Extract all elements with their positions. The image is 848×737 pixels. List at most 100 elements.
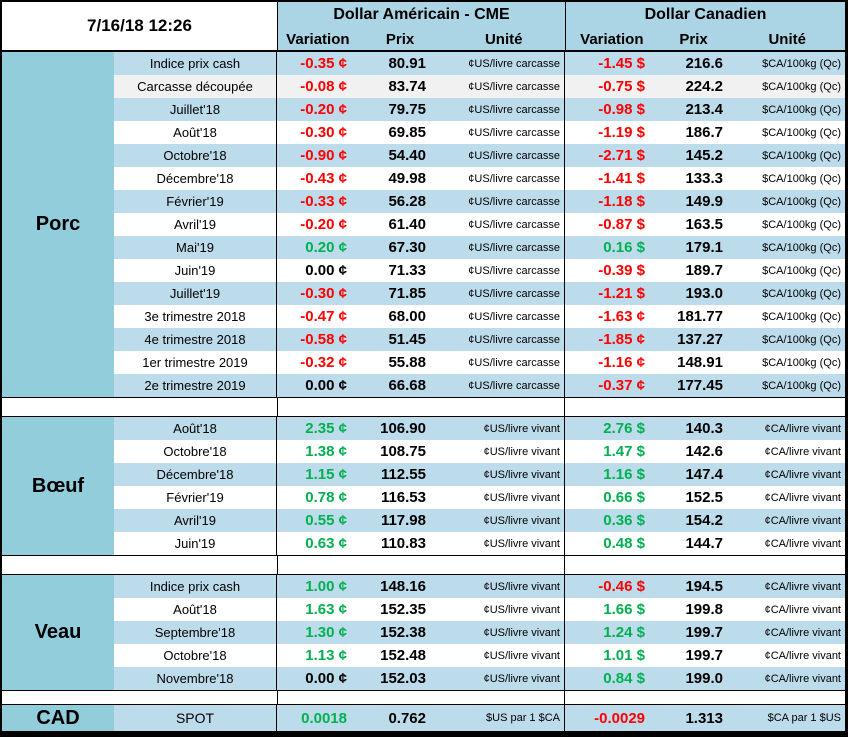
ca-unit-cell[interactable]: $CA/100kg (Qc) bbox=[762, 241, 841, 254]
us-variation-cell[interactable]: 1.13 ¢ bbox=[305, 647, 347, 664]
ca-unit-cell[interactable]: $CA/100kg (Qc) bbox=[762, 379, 841, 392]
ca-price-cell[interactable]: 186.7 bbox=[685, 124, 723, 141]
ca-price-cell[interactable]: 133.3 bbox=[685, 170, 723, 187]
us-price-cell[interactable]: 71.33 bbox=[388, 262, 426, 279]
ca-variation-cell[interactable]: 0.84 $ bbox=[603, 670, 645, 687]
ca-unit-cell[interactable]: ¢CA/livre vivant bbox=[764, 537, 841, 550]
us-price-cell[interactable]: 148.16 bbox=[380, 578, 426, 595]
ca-unit-cell[interactable]: ¢CA/livre vivant bbox=[764, 649, 841, 662]
ca-unite-header[interactable]: Unité bbox=[768, 30, 806, 48]
ca-variation-cell[interactable]: -0.87 $ bbox=[598, 216, 645, 233]
row-label-cell[interactable]: Juillet'18 bbox=[114, 98, 277, 121]
us-price-cell[interactable]: 61.40 bbox=[388, 216, 426, 233]
row-label-cell[interactable]: Septembre'18 bbox=[114, 621, 277, 644]
row-label-cell[interactable]: Février'19 bbox=[114, 190, 277, 213]
row-label-cell[interactable]: Août'18 bbox=[114, 598, 277, 621]
ca-variation-header[interactable]: Variation bbox=[580, 30, 644, 48]
row-label-cell[interactable]: Juin'19 bbox=[114, 259, 277, 282]
us-dollar-title[interactable]: Dollar Américain - CME bbox=[333, 6, 510, 23]
us-unit-cell[interactable]: ¢US/livre carcasse bbox=[442, 98, 565, 121]
us-price-cell[interactable]: 66.68 bbox=[388, 377, 426, 394]
us-unit-cell[interactable]: ¢US/livre carcasse bbox=[442, 121, 565, 144]
ca-price-cell[interactable]: 163.5 bbox=[685, 216, 723, 233]
us-unit-cell[interactable]: ¢US/livre vivant bbox=[442, 463, 565, 486]
us-unit-cell[interactable]: ¢US/livre vivant bbox=[442, 667, 565, 690]
ca-unit-cell[interactable]: ¢CA/livre vivant bbox=[764, 445, 841, 458]
ca-unit-cell[interactable]: $CA/100kg (Qc) bbox=[762, 310, 841, 323]
us-price-cell[interactable]: 83.74 bbox=[388, 78, 426, 95]
us-variation-cell[interactable]: -0.43 ¢ bbox=[300, 170, 347, 187]
us-variation-cell[interactable]: -0.90 ¢ bbox=[300, 147, 347, 164]
ca-price-cell[interactable]: 199.8 bbox=[685, 601, 723, 618]
ca-unit-cell[interactable]: ¢CA/livre vivant bbox=[764, 580, 841, 593]
us-variation-cell[interactable]: 0.0018 bbox=[301, 709, 347, 727]
ca-variation-cell[interactable]: 0.48 $ bbox=[603, 535, 645, 552]
ca-variation-cell[interactable]: -1.63 ¢ bbox=[598, 308, 645, 325]
ca-unit-cell[interactable]: ¢CA/livre vivant bbox=[764, 468, 841, 481]
us-unit-cell[interactable]: ¢US/livre vivant bbox=[442, 621, 565, 644]
ca-unit-cell[interactable]: $CA/100kg (Qc) bbox=[762, 57, 841, 70]
us-unit-cell[interactable]: ¢US/livre carcasse bbox=[442, 282, 565, 305]
row-label-cell[interactable]: SPOT bbox=[114, 705, 277, 731]
row-label-cell[interactable]: Indice prix cash bbox=[114, 575, 277, 598]
us-unit-cell[interactable]: ¢US/livre vivant bbox=[442, 417, 565, 440]
ca-unit-cell[interactable]: $CA/100kg (Qc) bbox=[762, 126, 841, 139]
ca-price-cell[interactable]: 140.3 bbox=[685, 420, 723, 437]
ca-unit-cell[interactable]: $CA par 1 $US bbox=[767, 712, 841, 724]
row-label-cell[interactable]: Octobre'18 bbox=[114, 440, 277, 463]
ca-variation-cell[interactable]: -0.75 $ bbox=[598, 78, 645, 95]
us-variation-cell[interactable]: -0.33 ¢ bbox=[300, 193, 347, 210]
us-price-cell[interactable]: 0.762 bbox=[388, 709, 426, 727]
us-unit-cell[interactable]: ¢US/livre carcasse bbox=[442, 167, 565, 190]
ca-unit-cell[interactable]: ¢CA/livre vivant bbox=[764, 422, 841, 435]
row-label-cell[interactable]: Août'18 bbox=[114, 417, 277, 440]
ca-variation-cell[interactable]: -0.98 $ bbox=[598, 101, 645, 118]
row-label-cell[interactable]: Novembre'18 bbox=[114, 667, 277, 690]
ca-unit-cell[interactable]: $CA/100kg (Qc) bbox=[762, 195, 841, 208]
us-price-cell[interactable]: 112.55 bbox=[380, 466, 426, 483]
ca-price-cell[interactable]: 199.7 bbox=[685, 647, 723, 664]
ca-unit-cell[interactable]: $CA/100kg (Qc) bbox=[762, 80, 841, 93]
us-price-cell[interactable]: 68.00 bbox=[388, 308, 426, 325]
row-label-cell[interactable]: Décembre'18 bbox=[114, 167, 277, 190]
ca-unit-cell[interactable]: ¢CA/livre vivant bbox=[764, 603, 841, 616]
row-label-cell[interactable]: Avril'19 bbox=[114, 213, 277, 236]
us-unit-cell[interactable]: $US par 1 $CA bbox=[442, 705, 565, 731]
ca-price-cell[interactable]: 142.6 bbox=[685, 443, 723, 460]
us-variation-cell[interactable]: -0.20 ¢ bbox=[300, 216, 347, 233]
ca-variation-cell[interactable]: -1.85 ¢ bbox=[598, 331, 645, 348]
row-label-cell[interactable]: Août'18 bbox=[114, 121, 277, 144]
us-unit-cell[interactable]: ¢US/livre vivant bbox=[442, 575, 565, 598]
ca-price-cell[interactable]: 1.313 bbox=[685, 709, 723, 727]
ca-price-cell[interactable]: 179.1 bbox=[685, 239, 723, 256]
ca-variation-cell[interactable]: 0.36 $ bbox=[603, 512, 645, 529]
us-unit-cell[interactable]: ¢US/livre carcasse bbox=[442, 351, 565, 374]
us-unit-cell[interactable]: ¢US/livre vivant bbox=[442, 532, 565, 555]
us-variation-cell[interactable]: -0.30 ¢ bbox=[300, 124, 347, 141]
us-variation-cell[interactable]: -0.32 ¢ bbox=[300, 354, 347, 371]
ca-unit-cell[interactable]: $CA/100kg (Qc) bbox=[762, 149, 841, 162]
us-unit-cell[interactable]: ¢US/livre carcasse bbox=[442, 236, 565, 259]
us-price-cell[interactable]: 54.40 bbox=[388, 147, 426, 164]
us-price-cell[interactable]: 49.98 bbox=[388, 170, 426, 187]
ca-variation-cell[interactable]: 1.16 $ bbox=[603, 466, 645, 483]
row-label-cell[interactable]: 2e trimestre 2019 bbox=[114, 374, 277, 397]
ca-price-cell[interactable]: 199.7 bbox=[685, 624, 723, 641]
ca-unit-cell[interactable]: $CA/100kg (Qc) bbox=[762, 172, 841, 185]
row-label-cell[interactable]: Juin'19 bbox=[114, 532, 277, 555]
ca-price-cell[interactable]: 144.7 bbox=[685, 535, 723, 552]
ca-variation-cell[interactable]: -1.19 $ bbox=[598, 124, 645, 141]
row-label-cell[interactable]: Octobre'18 bbox=[114, 644, 277, 667]
us-price-cell[interactable]: 80.91 bbox=[388, 55, 426, 72]
us-variation-cell[interactable]: 0.55 ¢ bbox=[305, 512, 347, 529]
ca-unit-cell[interactable]: ¢CA/livre vivant bbox=[764, 491, 841, 504]
ca-unit-cell[interactable]: $CA/100kg (Qc) bbox=[762, 103, 841, 116]
ca-price-cell[interactable]: 177.45 bbox=[677, 377, 723, 394]
us-variation-cell[interactable]: -0.08 ¢ bbox=[300, 78, 347, 95]
ca-price-cell[interactable]: 147.4 bbox=[685, 466, 723, 483]
ca-price-cell[interactable]: 149.9 bbox=[685, 193, 723, 210]
us-price-cell[interactable]: 152.03 bbox=[380, 670, 426, 687]
us-variation-cell[interactable]: -0.20 ¢ bbox=[300, 101, 347, 118]
us-unit-cell[interactable]: ¢US/livre vivant bbox=[442, 440, 565, 463]
ca-price-cell[interactable]: 145.2 bbox=[685, 147, 723, 164]
